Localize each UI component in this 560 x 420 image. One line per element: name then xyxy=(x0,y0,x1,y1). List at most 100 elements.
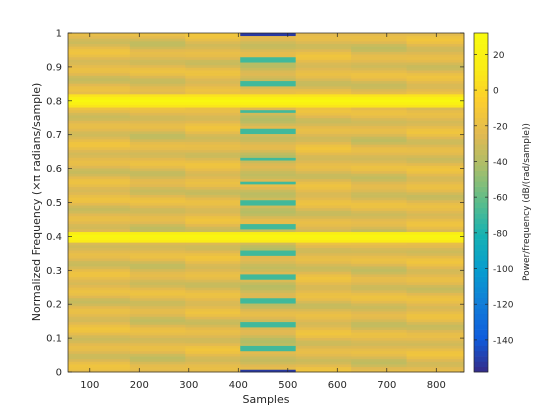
heatmap-cell xyxy=(240,215,297,219)
heatmap-cell xyxy=(68,93,131,97)
heatmap-cell xyxy=(295,266,352,270)
heatmap-cell xyxy=(351,183,407,188)
heatmap-cell xyxy=(406,152,465,156)
heatmap-cell xyxy=(406,136,465,140)
heatmap-cell xyxy=(406,75,465,79)
heatmap-cell xyxy=(129,223,186,227)
heatmap-cell xyxy=(185,183,241,188)
heatmap-cell xyxy=(185,178,241,182)
heatmap-cell xyxy=(351,43,407,47)
heatmap-cell xyxy=(406,35,465,39)
heatmap-cell xyxy=(295,303,352,307)
heatmap-cell xyxy=(240,197,297,201)
heatmap-cell xyxy=(295,295,352,299)
heatmap-cell xyxy=(351,136,407,140)
heatmap-cell xyxy=(129,197,186,201)
heatmap-cell xyxy=(351,202,407,206)
heatmap-cell xyxy=(240,319,297,323)
heatmap-cell xyxy=(295,271,352,275)
spectrogram-heatmap xyxy=(68,33,465,373)
colorbar-strip xyxy=(474,244,488,251)
heatmap-cell xyxy=(240,35,297,39)
heatmap-cell xyxy=(68,107,131,111)
heatmap-cell xyxy=(68,361,131,365)
heatmap-cell xyxy=(129,337,186,341)
heatmap-cell xyxy=(406,149,465,153)
heatmap-cell xyxy=(240,189,297,193)
heatmap-cell xyxy=(406,101,465,105)
heatmap-cell xyxy=(406,162,465,166)
heatmap-cell xyxy=(295,316,352,320)
heatmap-cell xyxy=(406,54,465,58)
heatmap-cell xyxy=(129,51,186,55)
heatmap-cell xyxy=(185,72,241,76)
heatmap-cell xyxy=(295,189,352,193)
heatmap-cell xyxy=(406,107,465,111)
heatmap-cell xyxy=(406,173,465,177)
heatmap-cell xyxy=(295,64,352,68)
heatmap-cell xyxy=(129,70,186,74)
heatmap-cell xyxy=(129,123,186,127)
heatmap-cell xyxy=(68,353,131,357)
heatmap-cell xyxy=(68,250,131,254)
heatmap-cell xyxy=(351,244,407,248)
heatmap-cell xyxy=(406,93,465,97)
heatmap-cell xyxy=(240,300,297,304)
heatmap-cell xyxy=(185,144,241,148)
heatmap-cell xyxy=(295,234,352,238)
heatmap-cell xyxy=(129,48,186,52)
colorbar-strip xyxy=(474,85,488,92)
y-tick-label: 1 xyxy=(56,29,62,40)
heatmap-cell xyxy=(406,324,465,328)
heatmap-cell xyxy=(185,136,241,140)
heatmap-cell xyxy=(240,191,297,195)
heatmap-cell xyxy=(406,181,465,185)
colorbar-tick-label: -140 xyxy=(493,336,514,346)
heatmap-cell xyxy=(185,40,241,44)
heatmap-cell xyxy=(240,329,297,333)
heatmap-cell xyxy=(295,96,352,100)
heatmap-cell xyxy=(68,303,131,307)
heatmap-cell xyxy=(185,268,241,272)
heatmap-cell xyxy=(351,152,407,156)
heatmap-cell xyxy=(351,242,407,246)
heatmap-cell xyxy=(68,197,131,201)
colorbar-strip xyxy=(474,75,488,81)
heatmap-cell xyxy=(240,332,297,336)
heatmap-cell xyxy=(351,51,407,55)
heatmap-cell xyxy=(129,186,186,190)
heatmap-cell xyxy=(406,186,465,190)
heatmap-cell xyxy=(295,364,352,368)
heatmap-cell xyxy=(68,183,131,188)
heatmap-cell xyxy=(68,138,131,142)
colorbar-strip xyxy=(474,350,488,357)
heatmap-cell xyxy=(351,173,407,177)
heatmap-cell xyxy=(129,112,186,116)
heatmap-cell xyxy=(240,228,297,233)
heatmap-cell xyxy=(68,329,131,333)
heatmap-cell xyxy=(185,276,241,280)
heatmap-cell xyxy=(68,305,131,309)
heatmap-cell xyxy=(351,83,407,87)
colorbar-strip xyxy=(474,303,488,309)
heatmap-cell xyxy=(68,205,131,209)
heatmap-cell xyxy=(68,67,131,71)
heatmap-cell xyxy=(240,117,297,121)
x-tick-label: 500 xyxy=(278,380,297,391)
heatmap-cell xyxy=(129,93,186,97)
heatmap-cell xyxy=(406,85,465,90)
colorbar-strip xyxy=(474,59,488,66)
heatmap-cell xyxy=(351,348,407,352)
heatmap-cell xyxy=(295,170,352,174)
heatmap-cell xyxy=(295,334,352,338)
heatmap-cell xyxy=(351,123,407,127)
colorbar-strip xyxy=(474,107,488,113)
heatmap-cell xyxy=(295,321,352,325)
heatmap-cell xyxy=(68,149,131,153)
heatmap-cell xyxy=(129,340,186,344)
heatmap-cell xyxy=(129,128,186,132)
heatmap-cell xyxy=(240,292,297,296)
heatmap-cell xyxy=(406,210,465,214)
heatmap-cell xyxy=(295,319,352,323)
